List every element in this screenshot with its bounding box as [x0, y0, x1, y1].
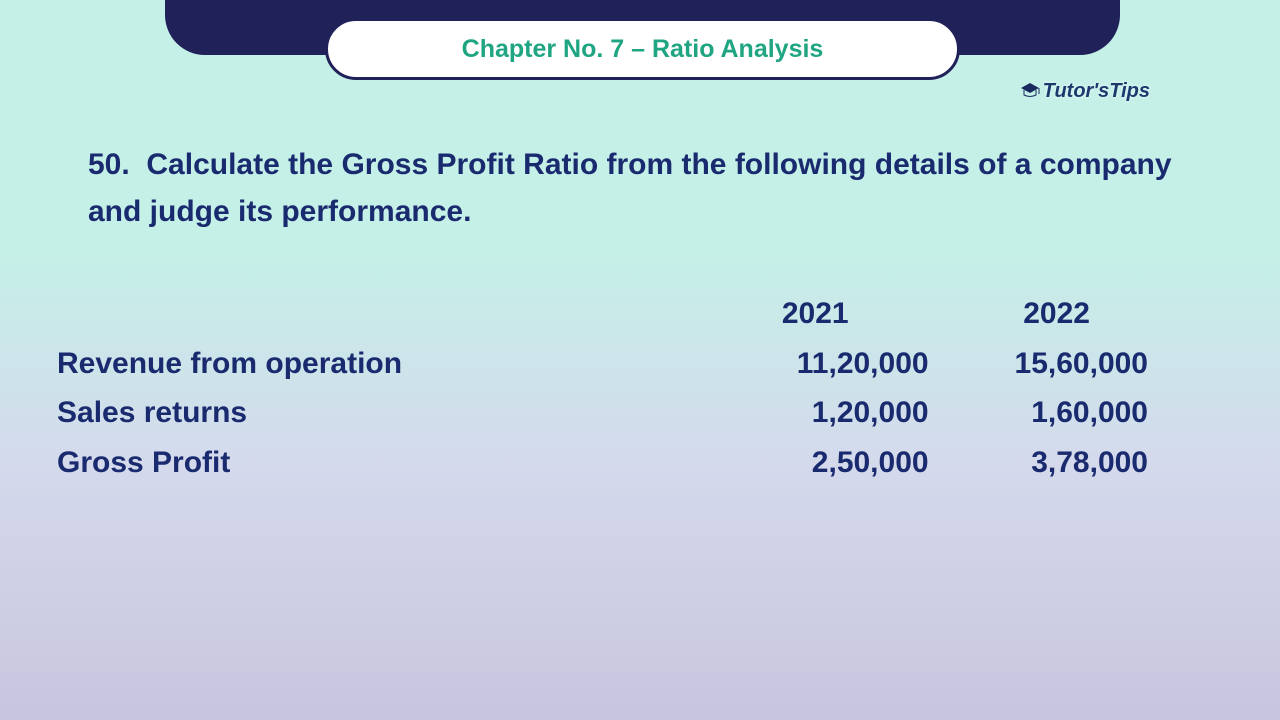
table-row: Gross Profit 2,50,000 3,78,000: [57, 439, 1148, 487]
row-value-y1: 11,20,000: [686, 340, 929, 388]
row-value-y2: 3,78,000: [931, 439, 1148, 487]
row-value-y1: 2,50,000: [686, 439, 929, 487]
row-label: Gross Profit: [57, 439, 684, 487]
chapter-title-pill: Chapter No. 7 – Ratio Analysis: [325, 18, 960, 80]
table-row: Sales returns 1,20,000 1,60,000: [57, 389, 1148, 437]
row-value-y1: 1,20,000: [686, 389, 929, 437]
table-header-row: 2021 2022: [57, 290, 1148, 338]
col-header-year2: 2022: [931, 290, 1148, 338]
chapter-title: Chapter No. 7 – Ratio Analysis: [462, 35, 824, 64]
table-row: Revenue from operation 11,20,000 15,60,0…: [57, 340, 1148, 388]
financial-data-table: 2021 2022 Revenue from operation 11,20,0…: [55, 288, 1150, 488]
col-header-year1: 2021: [686, 290, 929, 338]
graduation-cap-icon: [1019, 81, 1041, 103]
row-label: Revenue from operation: [57, 340, 684, 388]
row-value-y2: 15,60,000: [931, 340, 1148, 388]
brand-logo: Tutor'sTips: [1019, 80, 1150, 103]
question-number: 50.: [88, 148, 130, 181]
question-text: 50. Calculate the Gross Profit Ratio fro…: [88, 142, 1188, 235]
logo-text: Tutor'sTips: [1043, 80, 1150, 103]
row-value-y2: 1,60,000: [931, 389, 1148, 437]
row-label: Sales returns: [57, 389, 684, 437]
question-body: Calculate the Gross Profit Ratio from th…: [88, 148, 1172, 228]
col-header-blank: [57, 290, 684, 338]
